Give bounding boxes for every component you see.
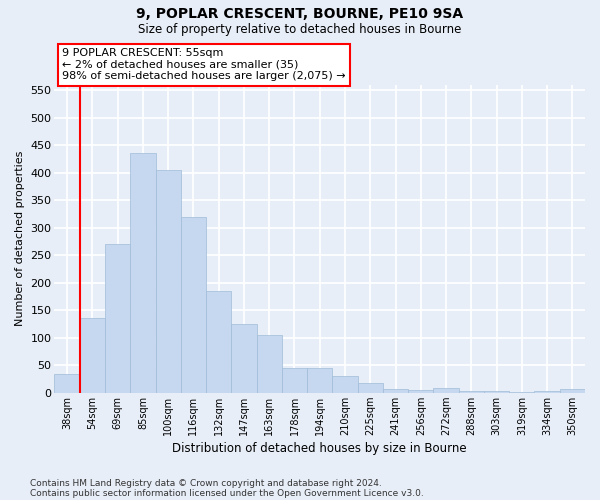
Bar [282,368,307,393]
Bar [130,154,155,393]
Bar [433,388,458,393]
Bar [55,374,80,393]
Bar [155,170,181,393]
X-axis label: Distribution of detached houses by size in Bourne: Distribution of detached houses by size … [172,442,467,455]
Bar [509,392,535,393]
Y-axis label: Number of detached properties: Number of detached properties [15,151,25,326]
Text: Size of property relative to detached houses in Bourne: Size of property relative to detached ho… [139,22,461,36]
Bar [332,376,358,393]
Bar [105,244,130,393]
Bar [181,216,206,393]
Bar [484,391,509,393]
Bar [560,390,585,393]
Bar [80,318,105,393]
Bar [257,335,282,393]
Text: 9, POPLAR CRESCENT, BOURNE, PE10 9SA: 9, POPLAR CRESCENT, BOURNE, PE10 9SA [136,8,464,22]
Bar [307,368,332,393]
Text: 9 POPLAR CRESCENT: 55sqm
← 2% of detached houses are smaller (35)
98% of semi-de: 9 POPLAR CRESCENT: 55sqm ← 2% of detache… [62,48,346,82]
Bar [232,324,257,393]
Bar [458,390,484,393]
Bar [408,390,433,393]
Bar [206,291,232,393]
Text: Contains HM Land Registry data © Crown copyright and database right 2024.: Contains HM Land Registry data © Crown c… [30,478,382,488]
Bar [535,390,560,393]
Bar [358,383,383,393]
Bar [383,389,408,393]
Text: Contains public sector information licensed under the Open Government Licence v3: Contains public sector information licen… [30,488,424,498]
